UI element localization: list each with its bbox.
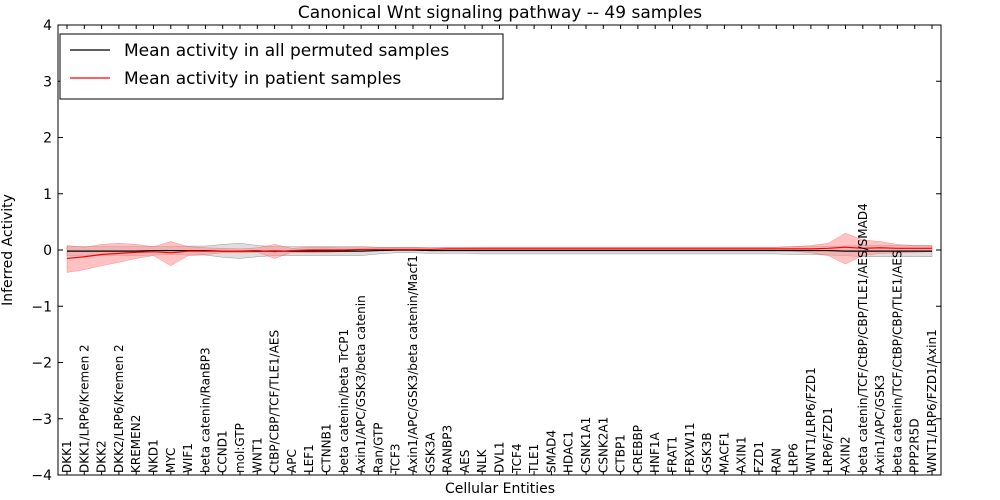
x-tick-label: beta catenin/RanBP3 xyxy=(198,347,212,473)
x-tick-label: CTNNB1 xyxy=(320,423,334,473)
x-tick-label: MYC xyxy=(164,448,178,473)
x-tick-label: WNT1 xyxy=(250,437,264,473)
x-tick-label: KREMEN2 xyxy=(129,415,143,473)
legend-box xyxy=(59,33,504,100)
x-tick-label: LRP6/FZD1 xyxy=(821,407,835,473)
y-axis-ticks: −4 −3 −2 −1 0 1 2 3 4 xyxy=(31,18,941,484)
x-tick-label: CTBP1 xyxy=(614,434,628,473)
x-tick-label: AXIN2 xyxy=(839,436,853,473)
y-tick-label: 0 xyxy=(43,243,52,259)
x-tick-label: WNT1/LRP6/FZD1 xyxy=(804,367,818,473)
legend-label-patient: Mean activity in patient samples xyxy=(124,69,401,89)
chart-title: Canonical Wnt signaling pathway -- 49 sa… xyxy=(298,3,702,23)
x-tick-label: LRP6 xyxy=(787,443,801,473)
x-tick-label: DKK2 xyxy=(95,440,109,473)
y-tick-label: −3 xyxy=(31,412,52,428)
x-tick-label: DKK2/LRP6/Kremen 2 xyxy=(112,344,126,473)
x-tick-label: mol:GTP xyxy=(233,423,247,473)
y-tick-label: 1 xyxy=(43,187,52,203)
x-tick-label: SMAD4 xyxy=(544,430,558,473)
y-tick-label: −4 xyxy=(31,468,52,484)
x-tick-label: beta catenin/TCF/CtBP/CBP/TLE1/AES xyxy=(890,250,904,473)
x-tick-label: AXIN1 xyxy=(735,436,749,473)
x-tick-label: beta catenin/TCF/CtBP/CBP/TLE1/AES/SMAD4 xyxy=(856,203,870,473)
x-axis-ticks: DKK1 DKK1/LRP6/Kremen 2 DKK2 DKK2/LRP6/Krem… xyxy=(60,25,939,475)
y-tick-label: −1 xyxy=(31,299,52,315)
x-tick-label: TCF4 xyxy=(510,443,524,474)
x-tick-label: CtBP/CBP/TCF/TLE1/AES xyxy=(268,330,282,473)
y-tick-label: −2 xyxy=(31,356,52,372)
x-tick-label: DKK1 xyxy=(60,440,74,473)
x-tick-label: CSNK1A1 xyxy=(579,417,593,473)
x-tick-label: APC xyxy=(285,449,299,473)
x-tick-label: CREBBP xyxy=(631,425,645,473)
x-tick-label: beta catenin/beta TrCP1 xyxy=(337,329,351,473)
x-tick-label: DKK1/LRP6/Kremen 2 xyxy=(77,344,91,473)
y-tick-label: 2 xyxy=(43,131,52,147)
x-tick-label: AES xyxy=(458,450,472,473)
x-tick-label: Axin1/APC/GSK3/beta catenin xyxy=(354,295,368,473)
series-line-patient xyxy=(66,246,932,260)
x-tick-label: MACF1 xyxy=(717,432,731,473)
legend-label-permuted: Mean activity in all permuted samples xyxy=(124,41,449,61)
x-axis-label: Cellular Entities xyxy=(445,481,555,497)
y-tick-label: 3 xyxy=(43,74,52,90)
x-tick-label: HNF1A xyxy=(648,431,662,473)
x-tick-label: TCF3 xyxy=(389,443,403,474)
x-tick-label: WIF1 xyxy=(181,443,195,473)
x-tick-label: RAN xyxy=(769,448,783,473)
x-tick-label: CCND1 xyxy=(216,430,230,473)
y-axis-label: Inferred Activity xyxy=(0,194,16,306)
x-tick-label: WNT1/LRP6/FZD1/Axin1 xyxy=(925,329,939,473)
x-tick-label: FRAT1 xyxy=(666,436,680,473)
x-tick-label: Ran/GTP xyxy=(371,422,385,473)
x-tick-label: Axin1/APC/GSK3 xyxy=(873,375,887,473)
x-tick-label: LEF1 xyxy=(302,444,316,473)
plot-frame xyxy=(57,24,942,476)
x-tick-label: TLE1 xyxy=(527,444,541,474)
x-tick-label: NKD1 xyxy=(147,439,161,473)
x-tick-label: FZD1 xyxy=(752,441,766,473)
x-tick-label: HDAC1 xyxy=(562,431,576,473)
x-tick-label: GSK3B xyxy=(700,432,714,473)
x-tick-label: NLK xyxy=(475,448,489,473)
x-tick-label: PPP2R5D xyxy=(908,418,922,473)
confidence-bands xyxy=(66,232,933,273)
x-tick-label: RANBP3 xyxy=(441,425,455,473)
x-tick-label: FBXW11 xyxy=(683,423,697,474)
series-lines xyxy=(66,246,932,260)
legend: Mean activity in all permuted samples Me… xyxy=(59,33,504,100)
x-tick-label: CSNK2A1 xyxy=(596,417,610,473)
x-tick-label: GSK3A xyxy=(423,432,437,473)
x-tick-label: Axin1/APC/GSK3/beta catenin/Macf1 xyxy=(406,255,420,473)
y-tick-label: 4 xyxy=(43,18,52,34)
x-tick-label: DVL1 xyxy=(493,441,507,473)
